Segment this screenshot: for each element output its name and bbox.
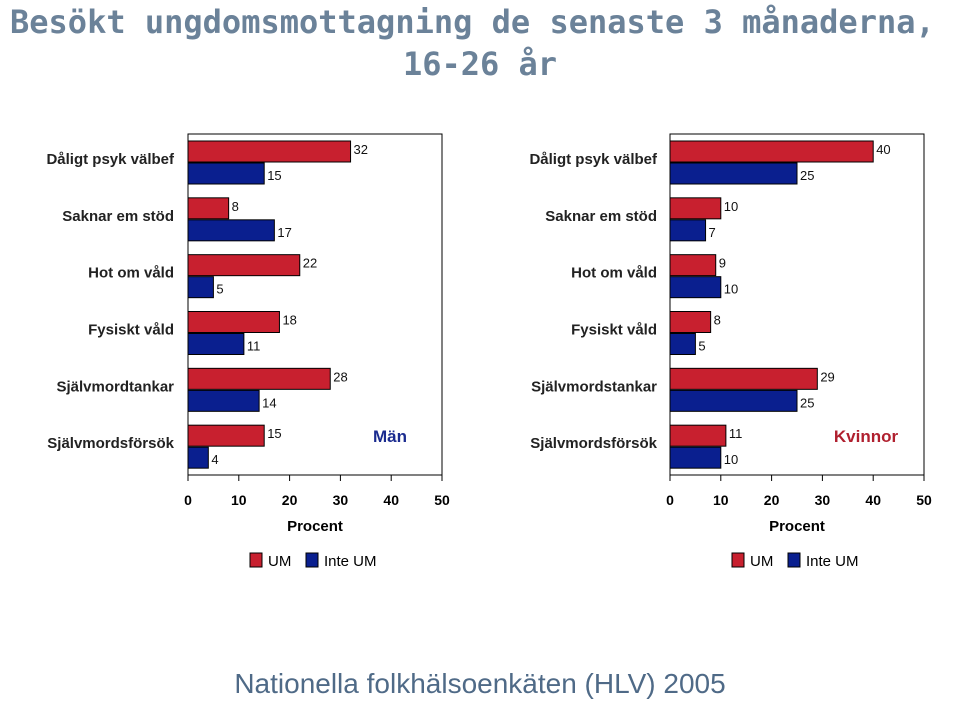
- legend-swatch-inte-um: [787, 552, 801, 568]
- data-label-um: 29: [820, 369, 834, 384]
- bar-inte-um: [669, 162, 798, 185]
- bar-um: [187, 140, 352, 163]
- x-tick-label: 0: [184, 492, 192, 508]
- source-footer: Nationella folkhälsoenkäten (HLV) 2005: [234, 668, 726, 699]
- bar-um: [187, 367, 331, 390]
- bar-inte-um: [669, 219, 707, 242]
- x-tick-label: 10: [713, 492, 729, 508]
- x-tick-label: 30: [333, 492, 349, 508]
- data-label-inte-um: 25: [800, 168, 814, 183]
- data-label-inte-um: 25: [800, 395, 814, 410]
- x-tick-label: 10: [231, 492, 247, 508]
- legend-swatch-um: [731, 552, 745, 568]
- bar-um: [187, 311, 280, 333]
- data-label-inte-um: 15: [267, 168, 281, 183]
- x-tick-label: 50: [916, 492, 932, 508]
- title-line-1: Besökt ungdomsmottagning de senaste 3 må…: [10, 3, 935, 41]
- category-label: Fysiskt våld: [88, 322, 174, 339]
- x-tick-label: 20: [764, 492, 780, 508]
- category-label: Självmordtankar: [56, 378, 174, 395]
- x-axis-title: Procent: [287, 518, 343, 535]
- category-label: Självmordsförsök: [530, 435, 657, 452]
- x-axis-title: Procent: [769, 518, 825, 535]
- bar-um: [669, 311, 712, 333]
- bar-um: [187, 424, 265, 447]
- category-label: Hot om våld: [571, 265, 657, 282]
- category-label: Saknar em stöd: [62, 208, 174, 225]
- bar-um: [669, 254, 717, 277]
- bar-inte-um: [187, 333, 245, 355]
- legend-label-inte-um: Inte UM: [324, 553, 377, 570]
- plot-frame: [669, 133, 925, 476]
- legend-label-um: UM: [750, 553, 773, 570]
- legend-label-inte-um: Inte UM: [806, 553, 859, 570]
- bar-inte-um: [187, 276, 214, 299]
- legend-swatch-um: [249, 552, 263, 568]
- data-label-um: 8: [232, 199, 239, 214]
- bar-inte-um: [669, 333, 696, 355]
- panel-label: Kvinnor: [834, 427, 899, 446]
- data-label-inte-um: 4: [211, 452, 218, 467]
- bar-um: [669, 140, 874, 163]
- data-label-um: 10: [724, 199, 738, 214]
- data-label-um: 40: [876, 142, 890, 157]
- bar-inte-um: [669, 446, 722, 469]
- data-label-inte-um: 17: [277, 225, 291, 240]
- category-label: Saknar em stöd: [545, 208, 657, 225]
- plot-frame: [187, 133, 443, 476]
- bar-um: [669, 424, 727, 447]
- title-line-2: 16-26 år: [402, 45, 558, 83]
- data-label-um: 32: [354, 142, 368, 157]
- bar-inte-um: [187, 446, 209, 469]
- panel-label: Män: [373, 427, 407, 446]
- x-tick-label: 0: [666, 492, 674, 508]
- x-tick-label: 30: [815, 492, 831, 508]
- x-tick-label: 40: [383, 492, 399, 508]
- bar-inte-um: [187, 389, 260, 412]
- x-tick-label: 50: [434, 492, 450, 508]
- data-label-um: 8: [714, 313, 721, 328]
- bar-um: [187, 254, 301, 277]
- category-label: Självmordsförsök: [47, 435, 174, 452]
- legend-swatch-inte-um: [305, 552, 319, 568]
- data-label-inte-um: 14: [262, 395, 276, 410]
- data-label-inte-um: 5: [698, 339, 705, 354]
- bar-um: [669, 367, 818, 390]
- category-label: Dåligt psyk välbef: [46, 151, 175, 168]
- category-label: Hot om våld: [88, 265, 174, 282]
- data-label-um: 18: [282, 313, 296, 328]
- x-tick-label: 40: [865, 492, 881, 508]
- category-label: Fysiskt våld: [571, 322, 657, 339]
- bar-inte-um: [187, 219, 275, 242]
- data-label-um: 15: [267, 426, 281, 441]
- category-label: Dåligt psyk välbef: [529, 151, 658, 168]
- x-tick-label: 20: [282, 492, 298, 508]
- legend-label-um: UM: [268, 553, 291, 570]
- data-label-inte-um: 7: [709, 225, 716, 240]
- bar-um: [187, 197, 230, 220]
- data-label-um: 11: [729, 426, 743, 441]
- data-label-inte-um: 5: [216, 282, 223, 297]
- bar-um: [669, 197, 722, 220]
- bar-inte-um: [669, 389, 798, 412]
- bar-inte-um: [187, 162, 265, 185]
- data-label-inte-um: 10: [724, 452, 738, 467]
- data-label-um: 9: [719, 256, 726, 271]
- category-label: Självmordstankar: [531, 378, 657, 395]
- bar-inte-um: [669, 276, 722, 299]
- data-label-inte-um: 11: [247, 339, 261, 354]
- data-label-um: 28: [333, 369, 347, 384]
- data-label-um: 22: [303, 256, 317, 271]
- data-label-inte-um: 10: [724, 282, 738, 297]
